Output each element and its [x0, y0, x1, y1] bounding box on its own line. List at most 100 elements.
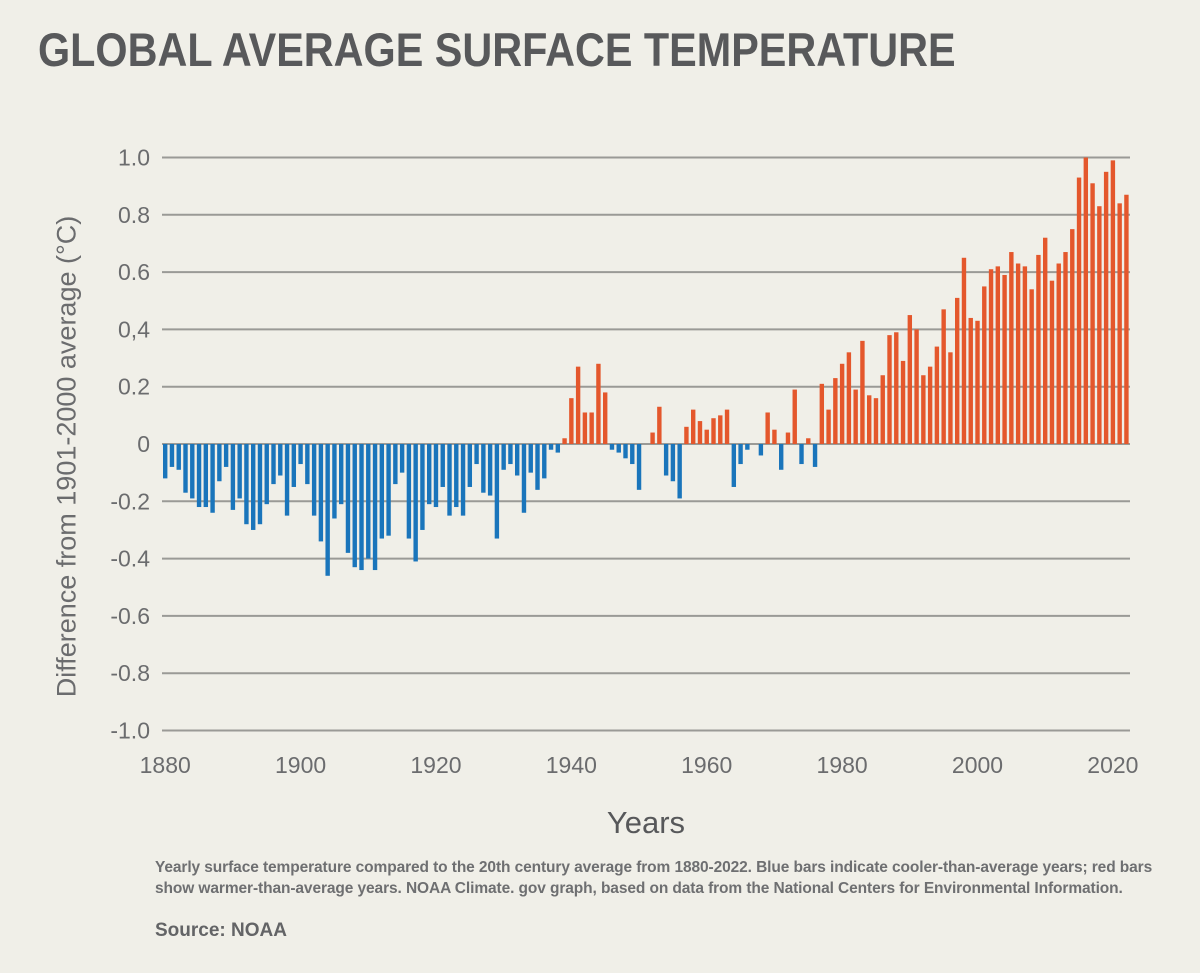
x-tick-label-2000: 2000: [952, 752, 1003, 778]
bar-1882: [176, 444, 181, 470]
bar-1900: [298, 444, 303, 465]
y-tick-label: 0.8: [118, 202, 150, 228]
bar-1933: [521, 444, 527, 513]
bar-1990: [907, 315, 913, 444]
bar-1926: [474, 444, 479, 465]
x-tick-label-1920: 1920: [410, 752, 461, 778]
bar-1912: [379, 444, 385, 539]
bar-1988: [894, 332, 899, 444]
bar-1965: [738, 444, 743, 465]
bar-1994: [934, 346, 940, 444]
bar-1944: [596, 363, 601, 444]
bar-1938: [555, 444, 561, 453]
bar-2005: [1009, 252, 1014, 444]
bar-1950: [636, 444, 642, 490]
bar-1905: [332, 444, 337, 519]
bar-2009: [1036, 254, 1041, 444]
bar-1914: [393, 444, 398, 485]
bar-2016: [1083, 157, 1089, 444]
bar-1947: [616, 444, 621, 453]
bar-1932: [515, 444, 520, 476]
bar-1958: [691, 409, 696, 444]
bar-1985: [873, 398, 879, 444]
x-axis-title: Years: [606, 805, 686, 840]
y-tick-label: -0.2: [110, 488, 150, 514]
y-tick-label: 0,4: [118, 316, 150, 342]
bar-2008: [1029, 289, 1034, 444]
bar-1927: [481, 444, 486, 493]
bar-1992: [921, 375, 926, 444]
bar-1963: [724, 409, 730, 444]
bar-1885: [196, 444, 202, 508]
bar-2011: [1049, 280, 1055, 444]
x-tick-label-2020: 2020: [1087, 752, 1138, 778]
bar-1888: [217, 444, 222, 482]
bar-1954: [663, 444, 669, 476]
bar-1960: [704, 429, 709, 444]
bar-1937: [548, 444, 554, 450]
bar-1934: [528, 444, 533, 473]
bar-1890: [230, 444, 236, 510]
bar-1984: [867, 395, 872, 444]
bar-1898: [284, 444, 290, 516]
bar-1902: [311, 444, 317, 516]
bar-1925: [467, 444, 473, 487]
bar-1915: [399, 444, 405, 473]
bar-2021: [1117, 203, 1122, 444]
bar-1896: [271, 444, 276, 485]
bar-1952: [650, 432, 655, 444]
bar-1961: [711, 418, 716, 444]
bar-1955: [670, 444, 676, 482]
bar-1946: [609, 444, 615, 450]
bar-1959: [697, 421, 703, 444]
bar-2017: [1090, 183, 1095, 444]
bar-1957: [684, 426, 689, 444]
bar-1906: [339, 444, 344, 505]
bar-2014: [1070, 229, 1075, 444]
bar-1966: [745, 444, 750, 450]
bar-1962: [718, 415, 723, 444]
bar-1970: [772, 429, 777, 444]
bar-1983: [860, 340, 865, 444]
bar-1943: [589, 412, 594, 444]
bar-1956: [677, 444, 682, 499]
bar-1883: [183, 444, 188, 493]
bar-1893: [251, 444, 256, 530]
bar-2020: [1110, 160, 1116, 445]
bar-2022: [1124, 194, 1129, 444]
bar-1939: [562, 438, 567, 444]
bar-1917: [413, 444, 418, 562]
bar-1892: [244, 444, 249, 525]
bar-1953: [657, 406, 662, 444]
bar-1986: [880, 375, 885, 444]
bar-1977: [819, 383, 825, 444]
x-tick-label-1960: 1960: [681, 752, 732, 778]
bar-2001: [982, 286, 987, 444]
bar-1922: [447, 444, 452, 516]
bar-2006: [1015, 263, 1021, 444]
x-tick-label-1980: 1980: [817, 752, 868, 778]
bar-1920: [433, 444, 439, 508]
bar-1936: [542, 444, 547, 479]
bar-2015: [1076, 177, 1082, 444]
bar-2000: [975, 320, 980, 444]
bar-1891: [237, 444, 242, 499]
bar-1887: [210, 444, 215, 513]
y-tick-label: -0.6: [110, 603, 150, 629]
bar-1918: [420, 444, 425, 530]
bar-1928: [487, 444, 493, 496]
bar-2010: [1043, 237, 1048, 444]
bar-1908: [352, 444, 357, 568]
bar-1899: [291, 444, 297, 487]
y-tick-label: 0.2: [118, 374, 150, 400]
bar-1895: [264, 444, 269, 505]
bar-1948: [623, 444, 628, 459]
bar-1945: [603, 392, 608, 444]
bar-1996: [948, 352, 953, 444]
bar-1919: [427, 444, 432, 505]
bar-1976: [812, 444, 818, 467]
chart-title: GLOBAL AVERAGE SURFACE TEMPERATURE: [38, 23, 956, 76]
